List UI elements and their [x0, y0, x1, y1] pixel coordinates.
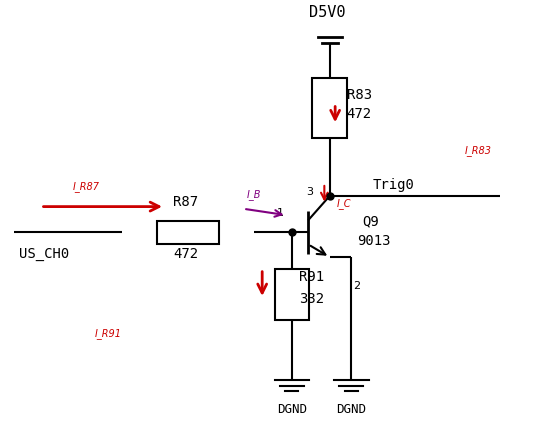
Text: DGND: DGND — [277, 403, 307, 416]
Bar — [275, 269, 308, 320]
Text: R91: R91 — [299, 270, 324, 284]
Text: 472: 472 — [347, 107, 372, 121]
Text: DGND: DGND — [336, 403, 366, 416]
Text: Q9: Q9 — [362, 215, 379, 228]
Text: I_R91: I_R91 — [94, 328, 122, 339]
Text: 3: 3 — [306, 187, 313, 197]
Text: 472: 472 — [173, 247, 198, 262]
Text: I_R87: I_R87 — [73, 181, 100, 191]
Bar — [157, 220, 219, 244]
Text: 2: 2 — [353, 281, 360, 291]
Text: 9013: 9013 — [357, 234, 390, 248]
Text: R83: R83 — [347, 88, 372, 102]
Text: I_R83: I_R83 — [465, 146, 492, 156]
Text: I_B: I_B — [247, 189, 262, 200]
Bar — [312, 78, 347, 138]
Text: Trig0: Trig0 — [373, 178, 415, 191]
Text: I_C: I_C — [337, 198, 351, 209]
Text: 332: 332 — [299, 292, 324, 306]
Text: 1: 1 — [277, 208, 284, 218]
Text: D5V0: D5V0 — [309, 5, 345, 20]
Text: US_CH0: US_CH0 — [19, 247, 69, 262]
Text: R87: R87 — [173, 195, 198, 209]
